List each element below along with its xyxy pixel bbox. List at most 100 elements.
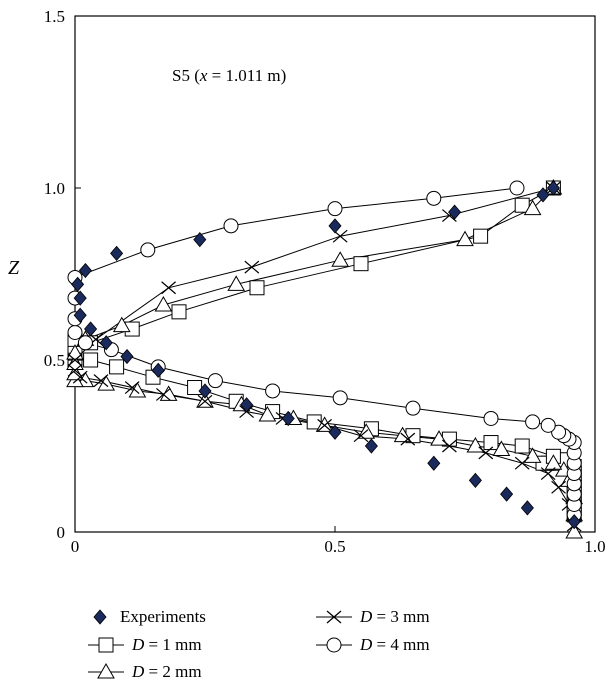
series-x-point bbox=[124, 381, 140, 394]
series-diamond-point bbox=[240, 397, 254, 413]
series-triangle-point bbox=[466, 436, 485, 453]
legend-marker bbox=[97, 662, 115, 679]
series-circle-line bbox=[74, 187, 575, 515]
legend-swatch bbox=[88, 637, 124, 653]
series-x-point bbox=[353, 429, 369, 443]
legend-marker bbox=[98, 637, 114, 653]
series-square-point bbox=[83, 352, 99, 368]
y-tick-label: 1.0 bbox=[44, 179, 65, 198]
chart: 00.51.000.51.01.5 S5 (x = 1.011 m) Z C bbox=[8, 7, 606, 556]
series-diamond-point bbox=[328, 424, 342, 440]
legend-swatch bbox=[88, 662, 124, 679]
series-circle-point bbox=[405, 400, 421, 416]
series-diamond-point bbox=[281, 410, 295, 427]
series-markers bbox=[66, 178, 584, 539]
series-diamond-point bbox=[468, 472, 482, 489]
series-triangle-point bbox=[430, 430, 448, 446]
series-x-point bbox=[551, 480, 566, 494]
series-diamond-point bbox=[328, 218, 342, 234]
legend-swatch bbox=[93, 609, 107, 625]
series-x-point bbox=[72, 370, 88, 384]
series-triangle-point bbox=[227, 275, 246, 291]
series-circle-point bbox=[77, 335, 93, 351]
series-circle-point bbox=[67, 324, 83, 340]
chart-annotation: S5 (x = 1.011 m) bbox=[172, 66, 286, 85]
series-circle-point bbox=[483, 410, 499, 426]
series-circle-point bbox=[551, 424, 567, 440]
series-diamond-point bbox=[536, 187, 550, 203]
series-x-point bbox=[478, 446, 494, 460]
series-triangle-point bbox=[565, 522, 584, 539]
legend-label: D = 2 mm bbox=[132, 662, 202, 681]
series-x-point bbox=[540, 467, 556, 480]
series-circle-point bbox=[327, 201, 343, 217]
series-x-point bbox=[197, 394, 213, 408]
series-square-point bbox=[473, 228, 489, 244]
legend-label: Experiments bbox=[120, 607, 206, 626]
series-x-point bbox=[514, 456, 530, 470]
series-square-point bbox=[353, 256, 369, 272]
series-triangle-point bbox=[258, 406, 277, 422]
series-x-point bbox=[67, 353, 83, 367]
series-square-point bbox=[249, 280, 265, 296]
series-x-point bbox=[93, 374, 109, 388]
y-axis-title: Z bbox=[8, 257, 20, 279]
series-diamond-point bbox=[364, 438, 378, 454]
series-x-point bbox=[400, 432, 416, 446]
series-triangle-point bbox=[456, 230, 474, 247]
series-square-point bbox=[483, 435, 499, 451]
series-triangle-point bbox=[315, 416, 334, 432]
legend-item: D = 1 mm bbox=[88, 634, 202, 656]
legend-label: D = 3 mm bbox=[360, 607, 430, 626]
series-circle-point bbox=[540, 417, 556, 433]
legend-marker bbox=[93, 609, 107, 625]
series-square-point bbox=[109, 359, 125, 375]
series-x-point bbox=[161, 281, 176, 295]
series-diamond-point bbox=[84, 321, 98, 337]
series-diamond-point bbox=[151, 362, 165, 378]
series-circle-point bbox=[509, 180, 525, 196]
legend-item: D = 4 mm bbox=[316, 634, 430, 656]
series-triangle-point bbox=[523, 447, 542, 463]
series-x-point bbox=[317, 418, 332, 432]
series-triangle-point bbox=[128, 381, 147, 398]
legend-swatch bbox=[316, 610, 352, 624]
x-tick-label: 0 bbox=[71, 537, 80, 556]
series-x-point bbox=[442, 439, 457, 453]
series-square-point bbox=[514, 438, 530, 454]
series-diamond-point bbox=[78, 262, 92, 279]
series-circle-point bbox=[332, 390, 348, 406]
legend-item: Experiments bbox=[88, 606, 206, 628]
series-square-point bbox=[187, 380, 203, 396]
series-circle-point bbox=[207, 373, 223, 389]
series-diamond-point bbox=[500, 486, 514, 502]
series-circle-point bbox=[265, 383, 281, 399]
legend-marker bbox=[326, 637, 342, 653]
series-diamond-point bbox=[73, 307, 87, 323]
series-diamond-point bbox=[448, 204, 462, 220]
axes bbox=[74, 15, 596, 533]
legend-label: D = 4 mm bbox=[360, 635, 430, 654]
legend-label: D = 1 mm bbox=[132, 635, 202, 654]
series-triangle-point bbox=[66, 344, 84, 360]
series-x-line bbox=[74, 187, 575, 526]
series-diamond-point bbox=[198, 383, 212, 399]
y-tick-label: 0 bbox=[57, 523, 66, 542]
series-diamond-point bbox=[427, 455, 441, 471]
series-diamond-point bbox=[73, 290, 87, 306]
series-triangle-point bbox=[331, 251, 350, 267]
series-triangle-point bbox=[196, 392, 214, 408]
series-square-point bbox=[514, 197, 530, 213]
series-x-point bbox=[244, 260, 260, 274]
series-triangle-point bbox=[97, 375, 116, 391]
series-diamond-point bbox=[546, 180, 560, 196]
series-diamond-point bbox=[567, 514, 581, 530]
series-diamond-point bbox=[120, 348, 134, 365]
y-tick-label: 1.5 bbox=[44, 7, 65, 26]
series-triangle-point bbox=[523, 199, 542, 216]
series-triangle-line bbox=[74, 187, 575, 532]
series-triangle-point bbox=[492, 440, 511, 456]
series-circle-point bbox=[223, 218, 239, 234]
series-square-line bbox=[74, 187, 575, 515]
legend-item: D = 3 mm bbox=[316, 606, 430, 628]
